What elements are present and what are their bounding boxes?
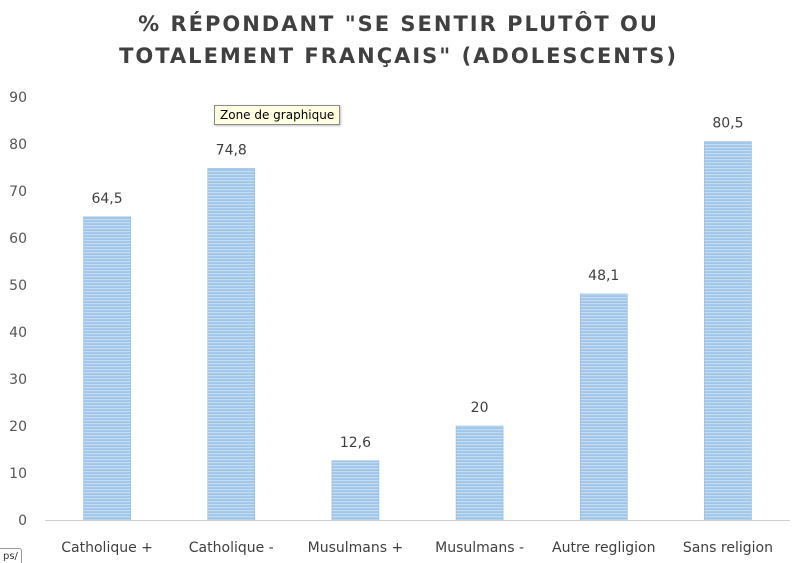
category-label: Autre regligion <box>552 540 655 556</box>
bars: 64,5 74,8 12,6 20 48,1 80,5 <box>83 116 752 521</box>
x-axis: Catholique + Catholique - Musulmans + Musul… <box>45 520 790 556</box>
y-tick-label: 20 <box>9 419 27 435</box>
bar[interactable] <box>83 216 131 521</box>
y-tick-label: 30 <box>9 372 27 388</box>
data-label: 64,5 <box>91 191 122 207</box>
y-tick-label: 60 <box>9 231 27 247</box>
data-label: 12,6 <box>340 435 371 451</box>
corner-fragment: ps/ <box>0 548 22 563</box>
data-label: 74,8 <box>216 142 247 158</box>
bar[interactable] <box>455 425 504 521</box>
category-label: Musulmans + <box>308 540 404 556</box>
category-label: Catholique + <box>61 540 153 556</box>
chart-title: % RÉPONDANT "SE SENTIR PLUTÔT OU TOTALEM… <box>0 8 797 72</box>
y-tick-label: 70 <box>9 184 27 200</box>
category-label: Musulmans - <box>435 540 524 556</box>
chart-title-line-1: % RÉPONDANT "SE SENTIR PLUTÔT OU <box>138 12 659 36</box>
data-label: 48,1 <box>588 268 619 284</box>
y-tick-label: 40 <box>9 325 27 341</box>
y-tick-label: 90 <box>9 90 27 106</box>
bar[interactable] <box>207 168 256 521</box>
y-tick-label: 10 <box>9 466 27 482</box>
y-axis: 0 10 20 30 40 50 60 70 80 90 <box>9 90 27 529</box>
chart-title-line-2: TOTALEMENT FRANÇAIS" (ADOLESCENTS) <box>119 44 678 68</box>
data-label: 80,5 <box>712 116 743 132</box>
y-tick-label: 50 <box>9 278 27 294</box>
y-tick-label: 80 <box>9 137 27 153</box>
chart-area-tooltip: Zone de graphique <box>214 105 341 125</box>
category-label: Catholique - <box>189 540 274 556</box>
category-label: Sans religion <box>683 540 773 556</box>
data-label: 20 <box>471 400 489 416</box>
bar[interactable] <box>331 460 380 521</box>
bar[interactable] <box>704 141 752 521</box>
bar[interactable] <box>579 293 628 521</box>
y-tick-label: 0 <box>18 513 27 529</box>
